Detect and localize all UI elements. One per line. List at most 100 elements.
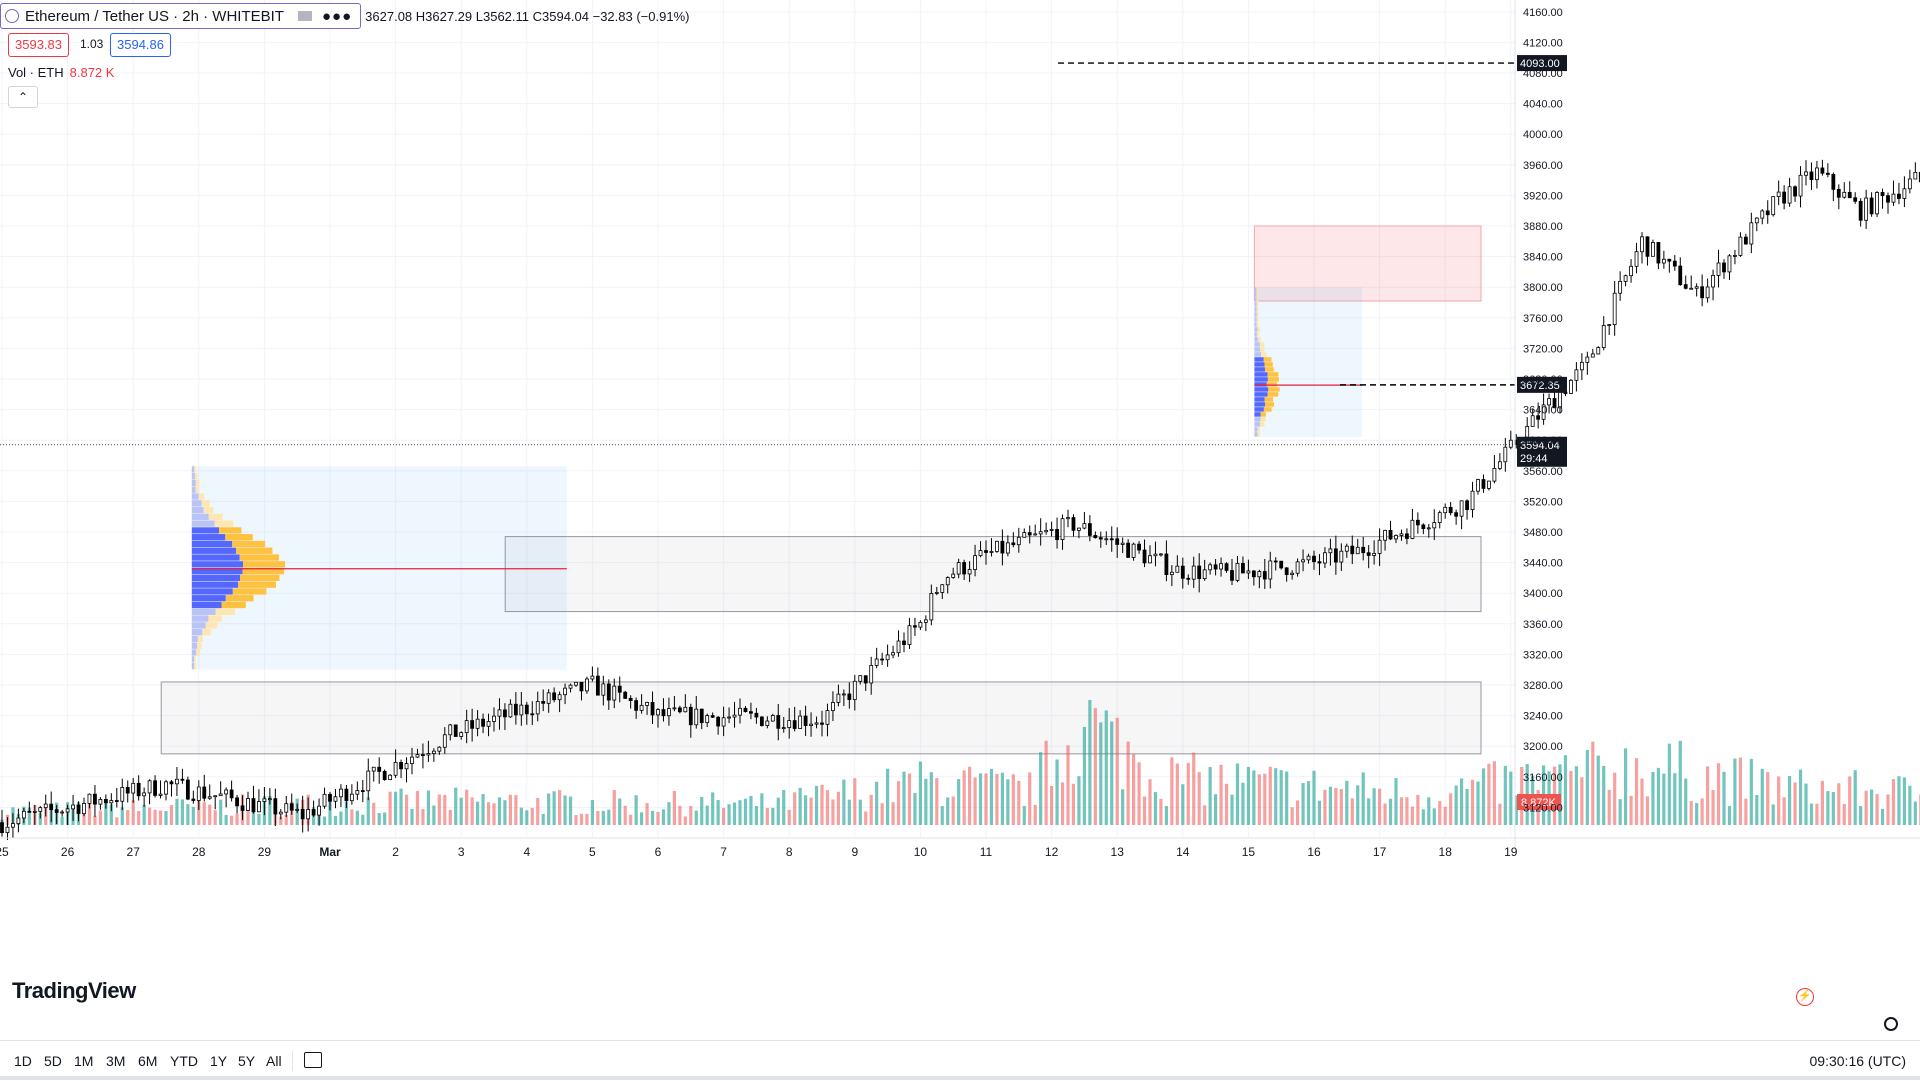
- symbol-selector[interactable]: Ethereum / Tether US · 2h · WHITEBIT ●●●: [0, 3, 361, 29]
- volume-bar: [520, 808, 523, 825]
- price-tick-label: 3480.00: [1523, 527, 1563, 539]
- symbol-title[interactable]: Ethereum / Tether US · 2h · WHITEBIT: [25, 8, 284, 25]
- sell-price-button[interactable]: 3593.83: [8, 33, 69, 57]
- range-1m[interactable]: 1M: [74, 1053, 93, 1069]
- volume-profile-row-up: [1254, 347, 1260, 351]
- volume-profile-row-down: [208, 615, 222, 621]
- more-icon[interactable]: ●●●: [322, 8, 352, 25]
- time-axis[interactable]: 2526272829Mar234567891011121314151617181…: [0, 838, 1920, 859]
- calendar-icon[interactable]: [304, 1052, 322, 1068]
- volume-bar: [1378, 789, 1381, 825]
- price-tick-label: 4160.00: [1523, 7, 1563, 19]
- volume-bar: [1061, 782, 1064, 825]
- candle-down: [689, 707, 692, 724]
- candle-down: [421, 755, 424, 756]
- candle-down: [1455, 513, 1458, 517]
- volume-bar: [449, 810, 452, 825]
- volume-bar: [837, 792, 840, 825]
- volume-bar: [432, 806, 435, 825]
- candle-up: [110, 801, 113, 803]
- candle-up: [405, 764, 408, 769]
- candle-down: [1274, 561, 1277, 562]
- candle-down: [1241, 563, 1244, 573]
- volume-bar: [1777, 776, 1780, 825]
- volume-bar: [1865, 791, 1868, 825]
- volume-bar: [777, 798, 780, 825]
- volume-bar: [547, 794, 550, 825]
- volume-profile-row-down: [238, 582, 276, 588]
- volume-profile-row-down: [1261, 412, 1266, 416]
- price-tick-label: 3760.00: [1523, 313, 1563, 325]
- price-tick-label: 4120.00: [1523, 37, 1563, 49]
- volume-profile-row-up: [192, 548, 236, 554]
- candle-up: [1017, 537, 1020, 544]
- volume-bar: [984, 773, 987, 825]
- volume-bar: [749, 796, 752, 825]
- time-tick-label: 19: [1504, 845, 1518, 859]
- volume-profile-row-up: [192, 615, 209, 621]
- candle-up: [892, 653, 895, 655]
- buy-price-button[interactable]: 3594.86: [110, 33, 171, 57]
- volume-bar: [995, 774, 998, 825]
- range-3m[interactable]: 3M: [106, 1053, 125, 1069]
- volume-bar: [208, 805, 211, 825]
- candle-up: [367, 771, 370, 791]
- chevron-up-icon[interactable]: ⌃: [8, 86, 38, 108]
- range-1y[interactable]: 1Y: [210, 1053, 227, 1069]
- candle-down: [361, 791, 364, 792]
- volume-bar: [378, 813, 381, 825]
- volume-bar: [257, 814, 260, 825]
- candle-down: [1362, 547, 1365, 552]
- range-5y[interactable]: 5Y: [238, 1053, 255, 1069]
- candle-up: [438, 747, 441, 751]
- volume-bar: [1711, 790, 1714, 825]
- range-1d[interactable]: 1D: [14, 1053, 32, 1069]
- candle-down: [203, 787, 206, 798]
- volume-bar: [1159, 799, 1162, 825]
- volume-bar: [1837, 783, 1840, 825]
- volume-bar: [667, 802, 670, 825]
- volume-bar: [722, 808, 725, 825]
- candle-down: [1252, 571, 1255, 577]
- range-5d[interactable]: 5D: [44, 1053, 62, 1069]
- candle-up: [33, 811, 36, 812]
- candle-down: [1482, 480, 1485, 489]
- volume-profile-row-down: [1257, 307, 1259, 311]
- price-tick-label: 3880.00: [1523, 221, 1563, 233]
- gear-icon[interactable]: [1884, 1017, 1898, 1031]
- volume-bar: [826, 790, 829, 825]
- volume-bar: [1400, 797, 1403, 825]
- volume-bar: [881, 803, 884, 825]
- volume-profile-row-up: [1254, 367, 1265, 371]
- volume-bar: [1110, 721, 1113, 825]
- clock-readout[interactable]: 09:30:16 (UTC): [1810, 1053, 1906, 1069]
- price-axis[interactable]: 4160.004120.004080.004040.004000.003960.…: [1515, 0, 1563, 848]
- candle-down: [525, 705, 528, 714]
- volume-bar: [1613, 773, 1616, 825]
- volume-bar: [1296, 800, 1299, 825]
- alert-lightning-icon[interactable]: ⚡: [1796, 988, 1814, 1006]
- volume-bar: [1045, 741, 1048, 825]
- candle-up: [826, 711, 829, 725]
- candle-up: [1712, 275, 1715, 287]
- volume-bar: [1580, 777, 1583, 825]
- volume-bar: [1356, 785, 1359, 825]
- volume-bar: [1826, 791, 1829, 825]
- volume-bar: [624, 806, 627, 825]
- range-6m[interactable]: 6M: [138, 1053, 157, 1069]
- volume-profile-row-down: [199, 493, 205, 499]
- candle-up: [908, 626, 911, 645]
- range-all[interactable]: All: [266, 1053, 282, 1069]
- range-ytd[interactable]: YTD: [170, 1053, 198, 1069]
- candle-down: [864, 676, 867, 683]
- candle-up: [72, 805, 75, 809]
- flag-icon[interactable]: [298, 11, 312, 21]
- volume-bar: [558, 790, 561, 825]
- candle-up: [733, 715, 736, 717]
- volume-bar: [170, 805, 173, 825]
- volume-bar: [383, 812, 386, 825]
- time-tick-label: 11: [980, 845, 993, 859]
- candle-down: [1110, 539, 1113, 540]
- candle-down: [744, 708, 747, 711]
